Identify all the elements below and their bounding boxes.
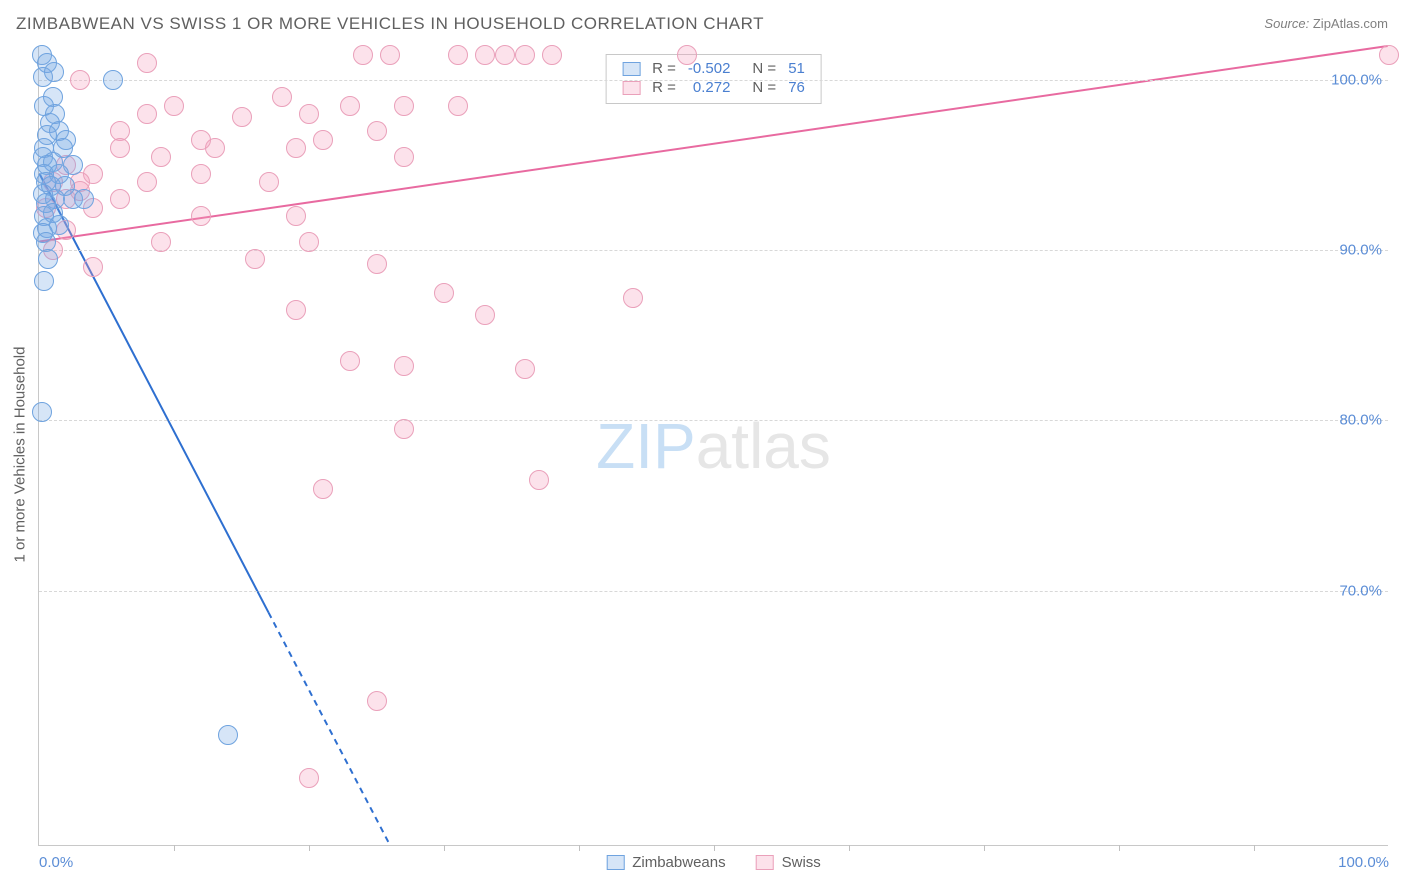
grid-line (39, 250, 1388, 251)
data-point (299, 232, 319, 252)
data-point (367, 121, 387, 141)
plot-area: ZIPatlas R = -0.502 N = 51 R = 0.272 N =… (38, 46, 1388, 846)
data-point (367, 691, 387, 711)
x-tick-label: 100.0% (1338, 854, 1389, 871)
data-point (34, 271, 54, 291)
grid-line (39, 420, 1388, 421)
data-point (191, 206, 211, 226)
data-point (110, 189, 130, 209)
legend-bottom: Zimbabweans Swiss (606, 854, 821, 871)
data-point (515, 359, 535, 379)
data-point (313, 479, 333, 499)
data-point (137, 104, 157, 124)
data-point (299, 104, 319, 124)
data-point (299, 768, 319, 788)
data-point (367, 254, 387, 274)
y-tick-label: 70.0% (1339, 582, 1382, 599)
y-tick-label: 90.0% (1339, 242, 1382, 259)
ylabel-wrap: 1 or more Vehicles in Household (0, 46, 30, 846)
x-tick (849, 845, 850, 851)
data-point (245, 249, 265, 269)
x-tick (444, 845, 445, 851)
stats-n-zimbabweans: 51 (782, 59, 811, 78)
legend-item-zimbabweans: Zimbabweans (606, 854, 725, 871)
data-point (529, 470, 549, 490)
data-point (515, 45, 535, 65)
grid-line (39, 591, 1388, 592)
data-point (394, 356, 414, 376)
y-tick-label: 100.0% (1331, 72, 1382, 89)
data-point (110, 138, 130, 158)
data-point (164, 96, 184, 116)
legend-label-swiss: Swiss (782, 854, 821, 871)
data-point (475, 305, 495, 325)
data-point (259, 172, 279, 192)
data-point (70, 70, 90, 90)
data-point (394, 419, 414, 439)
y-axis-label: 1 or more Vehicles in Household (12, 305, 29, 605)
x-tick (1254, 845, 1255, 851)
x-tick (309, 845, 310, 851)
data-point (191, 164, 211, 184)
chart-container: ZIMBABWEAN VS SWISS 1 OR MORE VEHICLES I… (0, 0, 1406, 892)
stats-box: R = -0.502 N = 51 R = 0.272 N = 76 (605, 54, 822, 104)
swatch-zimbabweans (606, 855, 624, 870)
data-point (475, 45, 495, 65)
stats-n-label: N = (736, 59, 782, 78)
swatch-swiss (622, 81, 640, 95)
data-point (394, 147, 414, 167)
data-point (434, 283, 454, 303)
source-value: ZipAtlas.com (1313, 16, 1388, 31)
trend-lines-layer (39, 46, 1388, 845)
data-point (137, 53, 157, 73)
data-point (542, 45, 562, 65)
y-tick-label: 80.0% (1339, 412, 1382, 429)
data-point (286, 138, 306, 158)
chart-title: ZIMBABWEAN VS SWISS 1 OR MORE VEHICLES I… (16, 14, 764, 34)
data-point (623, 288, 643, 308)
data-point (32, 402, 52, 422)
x-tick (714, 845, 715, 851)
stats-row-zimbabweans: R = -0.502 N = 51 (616, 59, 811, 78)
data-point (38, 249, 58, 269)
data-point (83, 257, 103, 277)
data-point (677, 45, 697, 65)
data-point (340, 351, 360, 371)
data-point (380, 45, 400, 65)
data-point (272, 87, 292, 107)
data-point (191, 130, 211, 150)
data-point (448, 45, 468, 65)
data-point (286, 206, 306, 226)
data-point (44, 62, 64, 82)
data-point (74, 189, 94, 209)
data-point (151, 232, 171, 252)
swatch-swiss (756, 855, 774, 870)
data-point (353, 45, 373, 65)
data-point (232, 107, 252, 127)
data-point (137, 172, 157, 192)
x-tick (174, 845, 175, 851)
data-point (340, 96, 360, 116)
swatch-zimbabweans (622, 62, 640, 76)
data-point (448, 96, 468, 116)
x-tick (579, 845, 580, 851)
source-label: Source: (1264, 16, 1309, 31)
data-point (218, 725, 238, 745)
data-point (286, 300, 306, 320)
data-point (151, 147, 171, 167)
x-tick (984, 845, 985, 851)
data-point (103, 70, 123, 90)
legend-item-swiss: Swiss (756, 854, 821, 871)
data-point (394, 96, 414, 116)
grid-line (39, 80, 1388, 81)
data-point (1379, 45, 1399, 65)
stats-r-label: R = (646, 59, 682, 78)
data-point (313, 130, 333, 150)
data-point (495, 45, 515, 65)
legend-label-zimbabweans: Zimbabweans (632, 854, 725, 871)
source: Source: ZipAtlas.com (1264, 16, 1388, 31)
x-tick-label: 0.0% (39, 854, 73, 871)
x-tick (1119, 845, 1120, 851)
